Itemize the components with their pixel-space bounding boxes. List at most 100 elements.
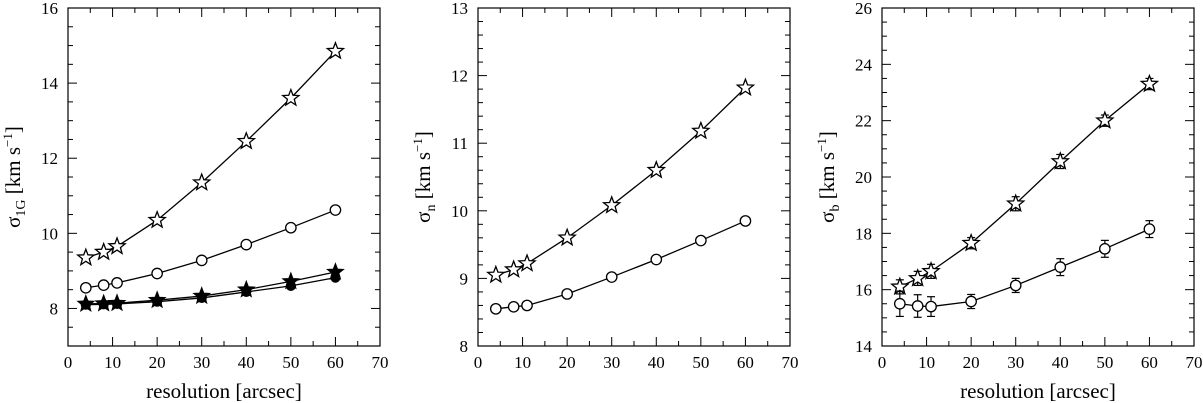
data-point-open-circle bbox=[240, 238, 253, 251]
data-point-open-star bbox=[325, 40, 346, 60]
y-tick-label: 24 bbox=[855, 55, 873, 74]
data-point-filled-circle bbox=[285, 280, 296, 292]
data-point-open-circle bbox=[195, 254, 208, 267]
x-tick-label: 30 bbox=[1007, 353, 1024, 372]
data-point-open-star bbox=[93, 241, 114, 261]
plot-frame bbox=[881, 7, 1195, 347]
y-tick-label: 10 bbox=[41, 224, 58, 243]
y-title-close: ] bbox=[1, 126, 25, 133]
x-tick-label: 30 bbox=[603, 353, 620, 372]
y-axis-title: σ1G [km s−1] bbox=[0, 126, 29, 228]
data-point-open-star bbox=[503, 259, 524, 278]
y-tick-label: 22 bbox=[855, 112, 872, 131]
y-tick-label: 14 bbox=[855, 337, 873, 356]
data-point-open-circle bbox=[739, 215, 752, 227]
chart-panel-2: 0 10 20 30 40 50 60 70 8 9 10 11 12 13 σn [km s−1] bbox=[410, 0, 799, 372]
series-line-open-star bbox=[495, 87, 746, 276]
y-title-units: [km s bbox=[815, 152, 839, 205]
y-tick-label: 12 bbox=[451, 67, 468, 86]
x-tick-label: 30 bbox=[193, 353, 210, 372]
x-tick-label: 50 bbox=[692, 353, 709, 372]
y-axis-title: σn [km s−1] bbox=[410, 131, 439, 223]
series-line-open-circle bbox=[899, 228, 1150, 308]
data-point-open-circle bbox=[911, 300, 924, 312]
data-point-filled-circle bbox=[98, 299, 109, 310]
data-point-filled-circle bbox=[80, 299, 91, 310]
y-title-symbol: σ bbox=[411, 212, 435, 223]
plot-frame bbox=[477, 7, 791, 347]
series-line-open-star bbox=[85, 50, 336, 259]
y-title-subscript: 1G bbox=[14, 199, 29, 216]
x-tick-label: 20 bbox=[559, 353, 576, 372]
data-point-open-star bbox=[735, 77, 756, 97]
data-point-open-circle bbox=[1143, 223, 1156, 235]
y-tick-label: 16 bbox=[855, 281, 872, 300]
y-title-symbol: σ bbox=[1, 217, 25, 228]
data-point-open-star bbox=[517, 253, 537, 272]
y-title-units: [km s bbox=[411, 152, 435, 205]
data-point-open-star bbox=[1139, 73, 1160, 93]
y-tick-label: 13 bbox=[451, 0, 468, 18]
series-line-open-star bbox=[899, 83, 1150, 288]
y-tick-label: 16 bbox=[41, 0, 58, 18]
x-tick-label: 70 bbox=[372, 353, 389, 372]
y-tick-label: 14 bbox=[41, 74, 59, 93]
x-tick-label: 60 bbox=[737, 353, 754, 372]
data-point-open-star bbox=[1050, 151, 1071, 170]
x-tick-label: 50 bbox=[1096, 353, 1113, 372]
data-point-open-circle bbox=[965, 295, 977, 308]
data-point-open-star bbox=[107, 236, 127, 255]
chart-panel-3: 0 10 20 30 40 50 60 70 14 16 18 20 22 24 26 resolution … bbox=[814, 0, 1203, 403]
data-point-open-circle bbox=[521, 299, 533, 312]
series-line-open-circle bbox=[85, 209, 336, 289]
data-point-open-circle bbox=[605, 271, 618, 283]
data-point-open-star bbox=[907, 268, 928, 287]
y-title-units: [km s bbox=[1, 147, 25, 200]
y-title-close: ] bbox=[411, 131, 435, 138]
y-title-exponent: −1 bbox=[410, 138, 425, 152]
data-point-filled-circle bbox=[241, 286, 252, 298]
series-line-open-circle bbox=[495, 220, 746, 310]
x-tick-label: 0 bbox=[878, 353, 887, 372]
y-tick-label: 10 bbox=[451, 202, 468, 221]
x-tick-label: 10 bbox=[104, 353, 121, 372]
data-point-open-circle bbox=[1054, 261, 1067, 273]
data-point-open-circle bbox=[561, 288, 573, 300]
data-point-open-star bbox=[147, 209, 167, 229]
y-title-exponent: −1 bbox=[0, 133, 15, 147]
x-tick-label: 70 bbox=[782, 353, 799, 372]
data-point-filled-circle bbox=[196, 292, 207, 304]
data-point-open-star bbox=[1005, 193, 1026, 213]
x-tick-label: 40 bbox=[238, 353, 255, 372]
y-title-symbol: σ bbox=[815, 212, 839, 223]
data-point-open-circle bbox=[507, 300, 520, 313]
x-tick-label: 10 bbox=[918, 353, 935, 372]
data-point-open-circle bbox=[151, 267, 163, 280]
y-tick-label: 11 bbox=[452, 134, 468, 153]
data-point-open-star bbox=[281, 87, 301, 107]
y-title-exponent: −1 bbox=[814, 138, 829, 152]
x-tick-label: 20 bbox=[149, 353, 166, 372]
x-tick-label: 60 bbox=[1141, 353, 1158, 372]
data-point-open-circle bbox=[695, 234, 707, 247]
y-title-close: ] bbox=[815, 131, 839, 138]
data-point-open-star bbox=[236, 130, 257, 150]
chart-panel-1: 0 10 20 30 40 50 60 70 8 10 12 14 16 resolution [arcs… bbox=[0, 0, 389, 403]
data-point-open-circle bbox=[1009, 279, 1022, 292]
data-point-open-circle bbox=[1099, 242, 1111, 255]
data-point-open-star bbox=[961, 232, 981, 252]
data-point-filled-circle bbox=[152, 296, 163, 307]
data-point-open-star bbox=[921, 261, 941, 280]
y-title-subscript: n bbox=[424, 205, 439, 212]
x-tick-label: 0 bbox=[64, 353, 73, 372]
data-point-filled-circle bbox=[111, 298, 123, 310]
y-tick-label: 20 bbox=[855, 168, 872, 187]
y-tick-label: 8 bbox=[50, 299, 59, 318]
y-tick-label: 18 bbox=[855, 224, 872, 243]
data-point-open-star bbox=[601, 195, 622, 214]
data-point-open-star bbox=[191, 172, 212, 191]
data-point-open-star bbox=[691, 120, 711, 140]
data-point-open-circle bbox=[893, 297, 906, 310]
y-axis-title: σb [km s−1] bbox=[814, 131, 843, 223]
